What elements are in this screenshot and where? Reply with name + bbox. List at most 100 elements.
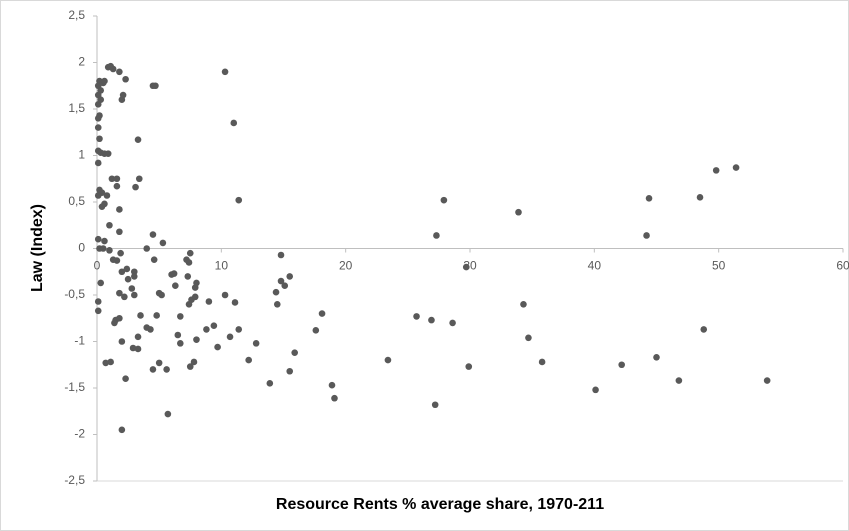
point (94, 298, 102, 305)
point (203, 326, 210, 333)
point (318, 310, 326, 317)
point (131, 273, 138, 280)
point (134, 345, 142, 353)
point (117, 249, 124, 257)
point (94, 115, 102, 122)
x-tick-label: 40 (588, 259, 602, 273)
point (97, 279, 105, 287)
point (286, 273, 294, 280)
point (186, 249, 194, 257)
point (101, 237, 108, 245)
point (106, 247, 113, 254)
point (431, 401, 439, 409)
y-tick-label: -2 (74, 427, 85, 441)
point (291, 349, 298, 356)
point (245, 356, 252, 364)
point (763, 377, 771, 384)
point (266, 380, 274, 387)
point (163, 366, 170, 373)
point (134, 333, 142, 341)
point (281, 282, 289, 290)
point (143, 245, 151, 252)
point (384, 356, 392, 364)
x-tick-label: 10 (215, 259, 229, 273)
point (592, 386, 599, 394)
point (675, 377, 683, 384)
point (104, 150, 112, 157)
point (116, 289, 123, 297)
point (696, 194, 704, 201)
point (645, 194, 653, 202)
point (111, 319, 118, 327)
point (113, 182, 121, 190)
point (185, 259, 193, 266)
point (191, 293, 199, 301)
point (159, 239, 167, 247)
y-tick-label: 2 (78, 55, 85, 69)
point (525, 334, 532, 342)
point (113, 257, 121, 264)
point (186, 363, 194, 370)
point (119, 91, 127, 99)
point (170, 270, 178, 277)
point (538, 358, 546, 366)
point (94, 192, 102, 199)
point (174, 331, 182, 339)
point (103, 192, 111, 199)
point (122, 375, 129, 383)
point (193, 336, 200, 343)
point (312, 327, 320, 334)
y-tick-label: 0,5 (68, 194, 85, 208)
point (184, 273, 192, 280)
point (449, 319, 456, 327)
point (134, 136, 142, 143)
point (122, 75, 129, 83)
point (618, 361, 625, 369)
point (235, 196, 243, 204)
y-tick-label: 1 (78, 148, 85, 162)
point (124, 275, 132, 283)
point (94, 159, 102, 167)
y-tick-label: 0 (78, 241, 85, 255)
point (193, 279, 200, 287)
point (152, 82, 159, 90)
point (433, 232, 440, 239)
point (135, 175, 143, 183)
point (108, 175, 116, 183)
point (520, 301, 527, 308)
point (116, 68, 123, 76)
point (328, 381, 336, 389)
point (515, 208, 522, 216)
point (226, 333, 234, 341)
point (700, 326, 708, 333)
point (273, 301, 281, 308)
point (465, 363, 473, 370)
x-tick-label: 0 (94, 259, 101, 273)
point (231, 299, 239, 306)
y-tick-label: 2,5 (68, 8, 85, 22)
point (643, 232, 650, 239)
point (653, 354, 660, 361)
point (462, 263, 470, 271)
point (137, 312, 144, 319)
point (277, 277, 285, 285)
point (118, 338, 126, 345)
point (149, 231, 157, 238)
y-tick-label: -0,5 (64, 287, 85, 301)
x-tick-label: 20 (339, 259, 353, 273)
y-tick-label: -2,5 (64, 473, 85, 487)
point (132, 183, 139, 191)
point (177, 340, 184, 347)
point (153, 312, 160, 319)
point (129, 344, 137, 352)
point (732, 164, 740, 171)
y-tick-label: -1,5 (64, 380, 85, 394)
point (147, 326, 154, 333)
point (158, 291, 165, 299)
point (440, 196, 448, 204)
point (116, 314, 123, 322)
x-axis-label: Resource Rents % average share, 1970-211 (276, 496, 604, 513)
point (172, 282, 179, 290)
